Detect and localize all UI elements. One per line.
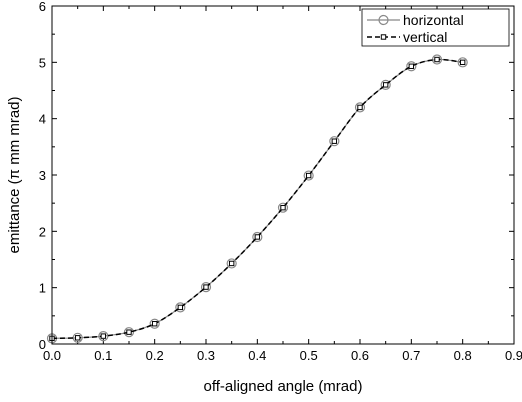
x-tick-label: 0.0 xyxy=(43,348,61,363)
x-tick-label: 0.3 xyxy=(197,348,215,363)
data-point-vertical xyxy=(408,63,415,69)
legend-label-vertical: vertical xyxy=(403,29,447,45)
data-point-vertical xyxy=(331,138,338,144)
data-point-horizontal xyxy=(252,231,263,243)
series-line-horizontal xyxy=(51,58,463,339)
x-tick-label: 0.5 xyxy=(300,348,318,363)
x-tick-label: 0.8 xyxy=(454,348,472,363)
plot-frame xyxy=(51,5,515,345)
x-axis-title: off-aligned angle (mrad) xyxy=(204,378,363,395)
data-point-horizontal xyxy=(200,282,212,293)
legend-marker-vertical xyxy=(380,34,387,40)
data-point-horizontal xyxy=(303,170,314,181)
data-point-vertical xyxy=(177,304,184,311)
data-point-vertical xyxy=(357,104,363,111)
x-tick-label: 0.7 xyxy=(402,348,420,363)
x-tick-label: 0.2 xyxy=(146,348,164,363)
y-tick-label: 1 xyxy=(39,281,46,296)
data-point-vertical xyxy=(434,56,440,63)
data-point-horizontal xyxy=(72,332,83,343)
y-tick-label: 0 xyxy=(39,337,46,352)
data-point-horizontal xyxy=(226,258,237,269)
data-point-vertical xyxy=(100,333,107,339)
y-tick-label: 6 xyxy=(39,0,46,14)
data-point-horizontal xyxy=(98,331,109,342)
y-tick-label: 3 xyxy=(39,168,46,183)
data-point-vertical xyxy=(280,204,286,211)
legend-marker-horizontal xyxy=(378,14,389,26)
data-point-vertical xyxy=(459,59,466,66)
y-axis-title: emittance (π mm mrad) xyxy=(6,96,23,253)
data-point-horizontal xyxy=(149,318,160,329)
data-point-horizontal xyxy=(329,136,340,147)
data-point-horizontal xyxy=(354,102,366,113)
data-point-vertical xyxy=(228,260,235,267)
x-tick-label: 0.6 xyxy=(351,348,369,363)
data-point-horizontal xyxy=(277,202,289,213)
data-point-horizontal xyxy=(123,327,135,338)
data-point-vertical xyxy=(151,321,158,327)
series-line-vertical xyxy=(51,58,463,340)
y-tick-label: 2 xyxy=(39,224,46,239)
data-point-horizontal xyxy=(457,57,468,68)
legend-label-horizontal: horizontal xyxy=(403,12,464,28)
data-point-vertical xyxy=(126,329,132,335)
x-tick-label: 0.1 xyxy=(94,348,112,363)
series-layer xyxy=(46,54,468,344)
data-point-horizontal xyxy=(380,79,391,90)
legend: horizontal vertical xyxy=(361,8,510,47)
data-point-horizontal xyxy=(406,61,417,72)
data-point-vertical xyxy=(305,172,312,179)
x-tick-label: 0.4 xyxy=(248,348,266,363)
data-point-horizontal xyxy=(175,302,186,313)
x-tick-label: 0.9 xyxy=(505,348,522,363)
y-tick-label: 5 xyxy=(39,55,46,70)
y-tick-label: 4 xyxy=(39,112,46,127)
data-point-vertical xyxy=(254,234,261,240)
data-point-vertical xyxy=(203,284,209,290)
data-point-vertical xyxy=(382,82,389,88)
legend-box xyxy=(361,8,510,47)
data-point-vertical xyxy=(74,335,81,341)
ticks-layer: 0.0 0.1 0.2 0.3 0.4 0.5 0.6 0.7 0.8 0.9 0 1 2 3 4 5 6 xyxy=(39,0,522,363)
